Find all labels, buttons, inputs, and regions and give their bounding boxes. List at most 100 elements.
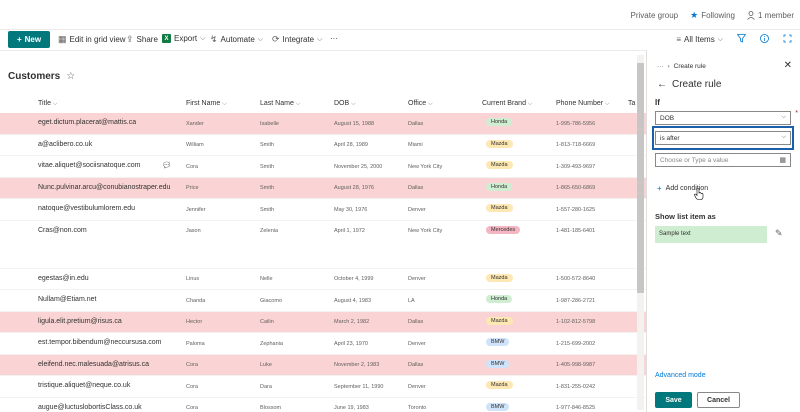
new-label: New — [24, 35, 42, 44]
calendar-icon[interactable]: ▦ — [779, 157, 786, 164]
list-rows: eget.dictum.placerat@mattis.ca Xander Isab… — [0, 113, 646, 412]
brand-badge: BMW — [486, 402, 510, 411]
back-arrow-icon[interactable]: ← — [657, 79, 667, 90]
cell-dob: April 1, 1972 — [334, 228, 365, 234]
table-row[interactable]: natoque@vestibulumlorem.edu Jennifer Smith… — [0, 199, 646, 221]
edit-grid-button[interactable]: ▦ Edit in grid view — [58, 34, 126, 45]
column-header-label: Title — [38, 100, 51, 107]
column-header-phone[interactable]: Phone Number ⌵ — [556, 100, 610, 108]
table-row[interactable]: eget.dictum.placerat@mattis.ca Xander Isab… — [0, 113, 646, 135]
cell-title[interactable]: augue@luctuslobortisClass.co.uk — [38, 403, 142, 411]
cell-title[interactable]: est.tempor.bibendum@neccursusa.com — [38, 339, 162, 346]
column-header-ta[interactable]: Ta — [628, 100, 635, 107]
operator-dropdown[interactable]: is after ⌵ — [655, 131, 791, 145]
operator-dropdown-value: is after — [660, 135, 680, 142]
table-row[interactable]: a@aclibero.co.uk William Smith April 28, 19… — [0, 135, 646, 156]
brand-badge: BMW — [486, 338, 510, 346]
column-header-last-name[interactable]: Last Name ⌵ — [260, 100, 300, 108]
view-selector[interactable]: ≡ All Items ⌵ — [676, 35, 723, 44]
share-label: Share — [136, 35, 158, 44]
breadcrumb-more[interactable]: ··· — [657, 63, 664, 70]
column-header-office[interactable]: Office ⌵ — [408, 100, 433, 108]
cell-title[interactable]: tristique.aliquet@neque.co.uk — [38, 382, 131, 389]
cell-dob: March 2, 1982 — [334, 319, 370, 325]
table-row[interactable]: Nunc.pulvinar.arcu@conubianostraper.edu P… — [0, 177, 646, 199]
export-button[interactable]: X Export ⌵ — [162, 34, 205, 43]
brand-badge: Honda — [486, 295, 513, 303]
cell-title[interactable]: egestas@in.edu — [38, 274, 89, 282]
cancel-button[interactable]: Cancel — [697, 392, 740, 408]
table-row[interactable]: eleifend.nec.malesuada@atrisus.ca Cora Luk… — [0, 354, 646, 376]
chevron-down-icon: ⌵ — [257, 35, 264, 43]
table-row[interactable]: Cras@non.com Jason Zelenia April 1, 1972 New… — [0, 221, 646, 269]
expand-icon[interactable] — [783, 34, 792, 45]
add-condition-button[interactable]: + Add condition — [657, 184, 708, 193]
cell-dob: August 28, 1976 — [334, 185, 375, 191]
cell-first-name: Hector — [186, 319, 203, 325]
cell-title[interactable]: natoque@vestibulumlorem.edu — [38, 205, 135, 212]
filter-icon[interactable] — [736, 34, 747, 45]
info-icon[interactable] — [760, 34, 769, 45]
cell-phone: 1-977-846-8525 — [556, 405, 596, 411]
automate-button[interactable]: ↯ Automate ⌵ — [210, 34, 263, 45]
cell-office: Denver — [408, 206, 426, 213]
column-header-title[interactable]: Title ⌵ — [38, 100, 57, 108]
scrollbar-thumb[interactable] — [637, 63, 644, 293]
integrate-icon: ⟳ — [272, 34, 280, 44]
cell-title[interactable]: a@aclibero.co.uk — [38, 140, 93, 148]
integrate-button[interactable]: ⟳ Integrate ⌵ — [272, 34, 322, 45]
plus-icon: + — [16, 35, 22, 44]
column-header-dob[interactable]: DOB ⌵ — [334, 100, 356, 108]
column-header-label: DOB — [334, 100, 350, 107]
star-outline-icon[interactable]: ☆ — [66, 71, 76, 82]
table-row[interactable]: Nullam@Etiam.net Chanda Giacomo August 4, 1… — [0, 290, 646, 312]
cell-last-name: Nelle — [260, 276, 273, 282]
table-row[interactable]: egestas@in.edu Linus Nelle October 4, 1999 D… — [0, 269, 646, 290]
cell-office: Toronto — [408, 405, 427, 411]
breadcrumb-current: Create rule — [673, 63, 706, 70]
table-row[interactable]: vitae.aliquet@sociisnatoque.com Cora Smith… — [0, 156, 646, 178]
value-date-input[interactable]: Choose or Type a value ▦ — [655, 153, 791, 167]
follow-button[interactable]: ★ Following — [690, 10, 735, 21]
share-button[interactable]: ⇪ Share — [126, 34, 158, 45]
paintbrush-icon[interactable]: ✎ — [775, 228, 783, 238]
save-button[interactable]: Save — [655, 392, 692, 408]
vertical-scrollbar[interactable] — [637, 55, 644, 410]
brand-badge: BMW — [486, 359, 510, 368]
cell-title[interactable]: eleifend.nec.malesuada@atrisus.ca — [38, 360, 150, 368]
close-icon[interactable]: ✕ — [783, 60, 792, 71]
cell-title[interactable]: Nunc.pulvinar.arcu@conubianostraper.edu — [38, 183, 171, 191]
cell-phone: 1-831-255-0242 — [556, 383, 596, 390]
cell-last-name: Isabelle — [260, 120, 279, 127]
cell-office: Dallas — [408, 120, 424, 127]
comment-icon[interactable]: 💬 — [163, 163, 171, 169]
list-lines-icon: ≡ — [676, 35, 682, 44]
column-dropdown[interactable]: DOB ⌵ — [655, 111, 791, 125]
cell-title[interactable]: vitae.aliquet@sociisnatoque.com — [38, 162, 141, 169]
new-button[interactable]: + New — [8, 31, 50, 48]
cell-phone: 1-995-786-5956 — [556, 120, 596, 127]
table-row[interactable]: tristique.aliquet@neque.co.uk Cora Dara Sep… — [0, 376, 646, 398]
if-label: If — [655, 98, 660, 107]
integrate-label: Integrate — [282, 35, 315, 44]
list-title-text: Customers — [8, 71, 61, 82]
column-header-current-brand[interactable]: Current Brand ⌵ — [482, 100, 532, 108]
cell-title[interactable]: Nullam@Etiam.net — [38, 296, 97, 303]
cell-title[interactable]: Cras@non.com — [38, 226, 87, 234]
cell-title[interactable]: ligula.elit.pretium@risus.ca — [38, 317, 122, 325]
cell-first-name: Linus — [186, 276, 200, 282]
table-row[interactable]: ligula.elit.pretium@risus.ca Hector Cailin… — [0, 311, 646, 333]
column-header-first-name[interactable]: First Name ⌵ — [186, 100, 227, 108]
cell-title[interactable]: eget.dictum.placerat@mattis.ca — [38, 119, 137, 126]
cell-office: Dallas — [408, 319, 424, 325]
advanced-mode-link[interactable]: Advanced mode — [655, 372, 706, 379]
members-button[interactable]: 1 member — [747, 11, 794, 20]
brand-badge: Mercedes — [486, 225, 521, 234]
chevron-down-icon: ⌵ — [52, 101, 58, 107]
cell-phone: 1-987-286-2721 — [556, 297, 596, 304]
cell-last-name: Smith — [260, 163, 275, 170]
table-row[interactable]: est.tempor.bibendum@neccursusa.com Paloma… — [0, 333, 646, 355]
sample-format-preview[interactable]: Sample text — [655, 226, 767, 243]
more-commands-button[interactable]: ··· — [330, 34, 338, 43]
table-row[interactable]: augue@luctuslobortisClass.co.uk Cora Bloss… — [0, 398, 646, 412]
